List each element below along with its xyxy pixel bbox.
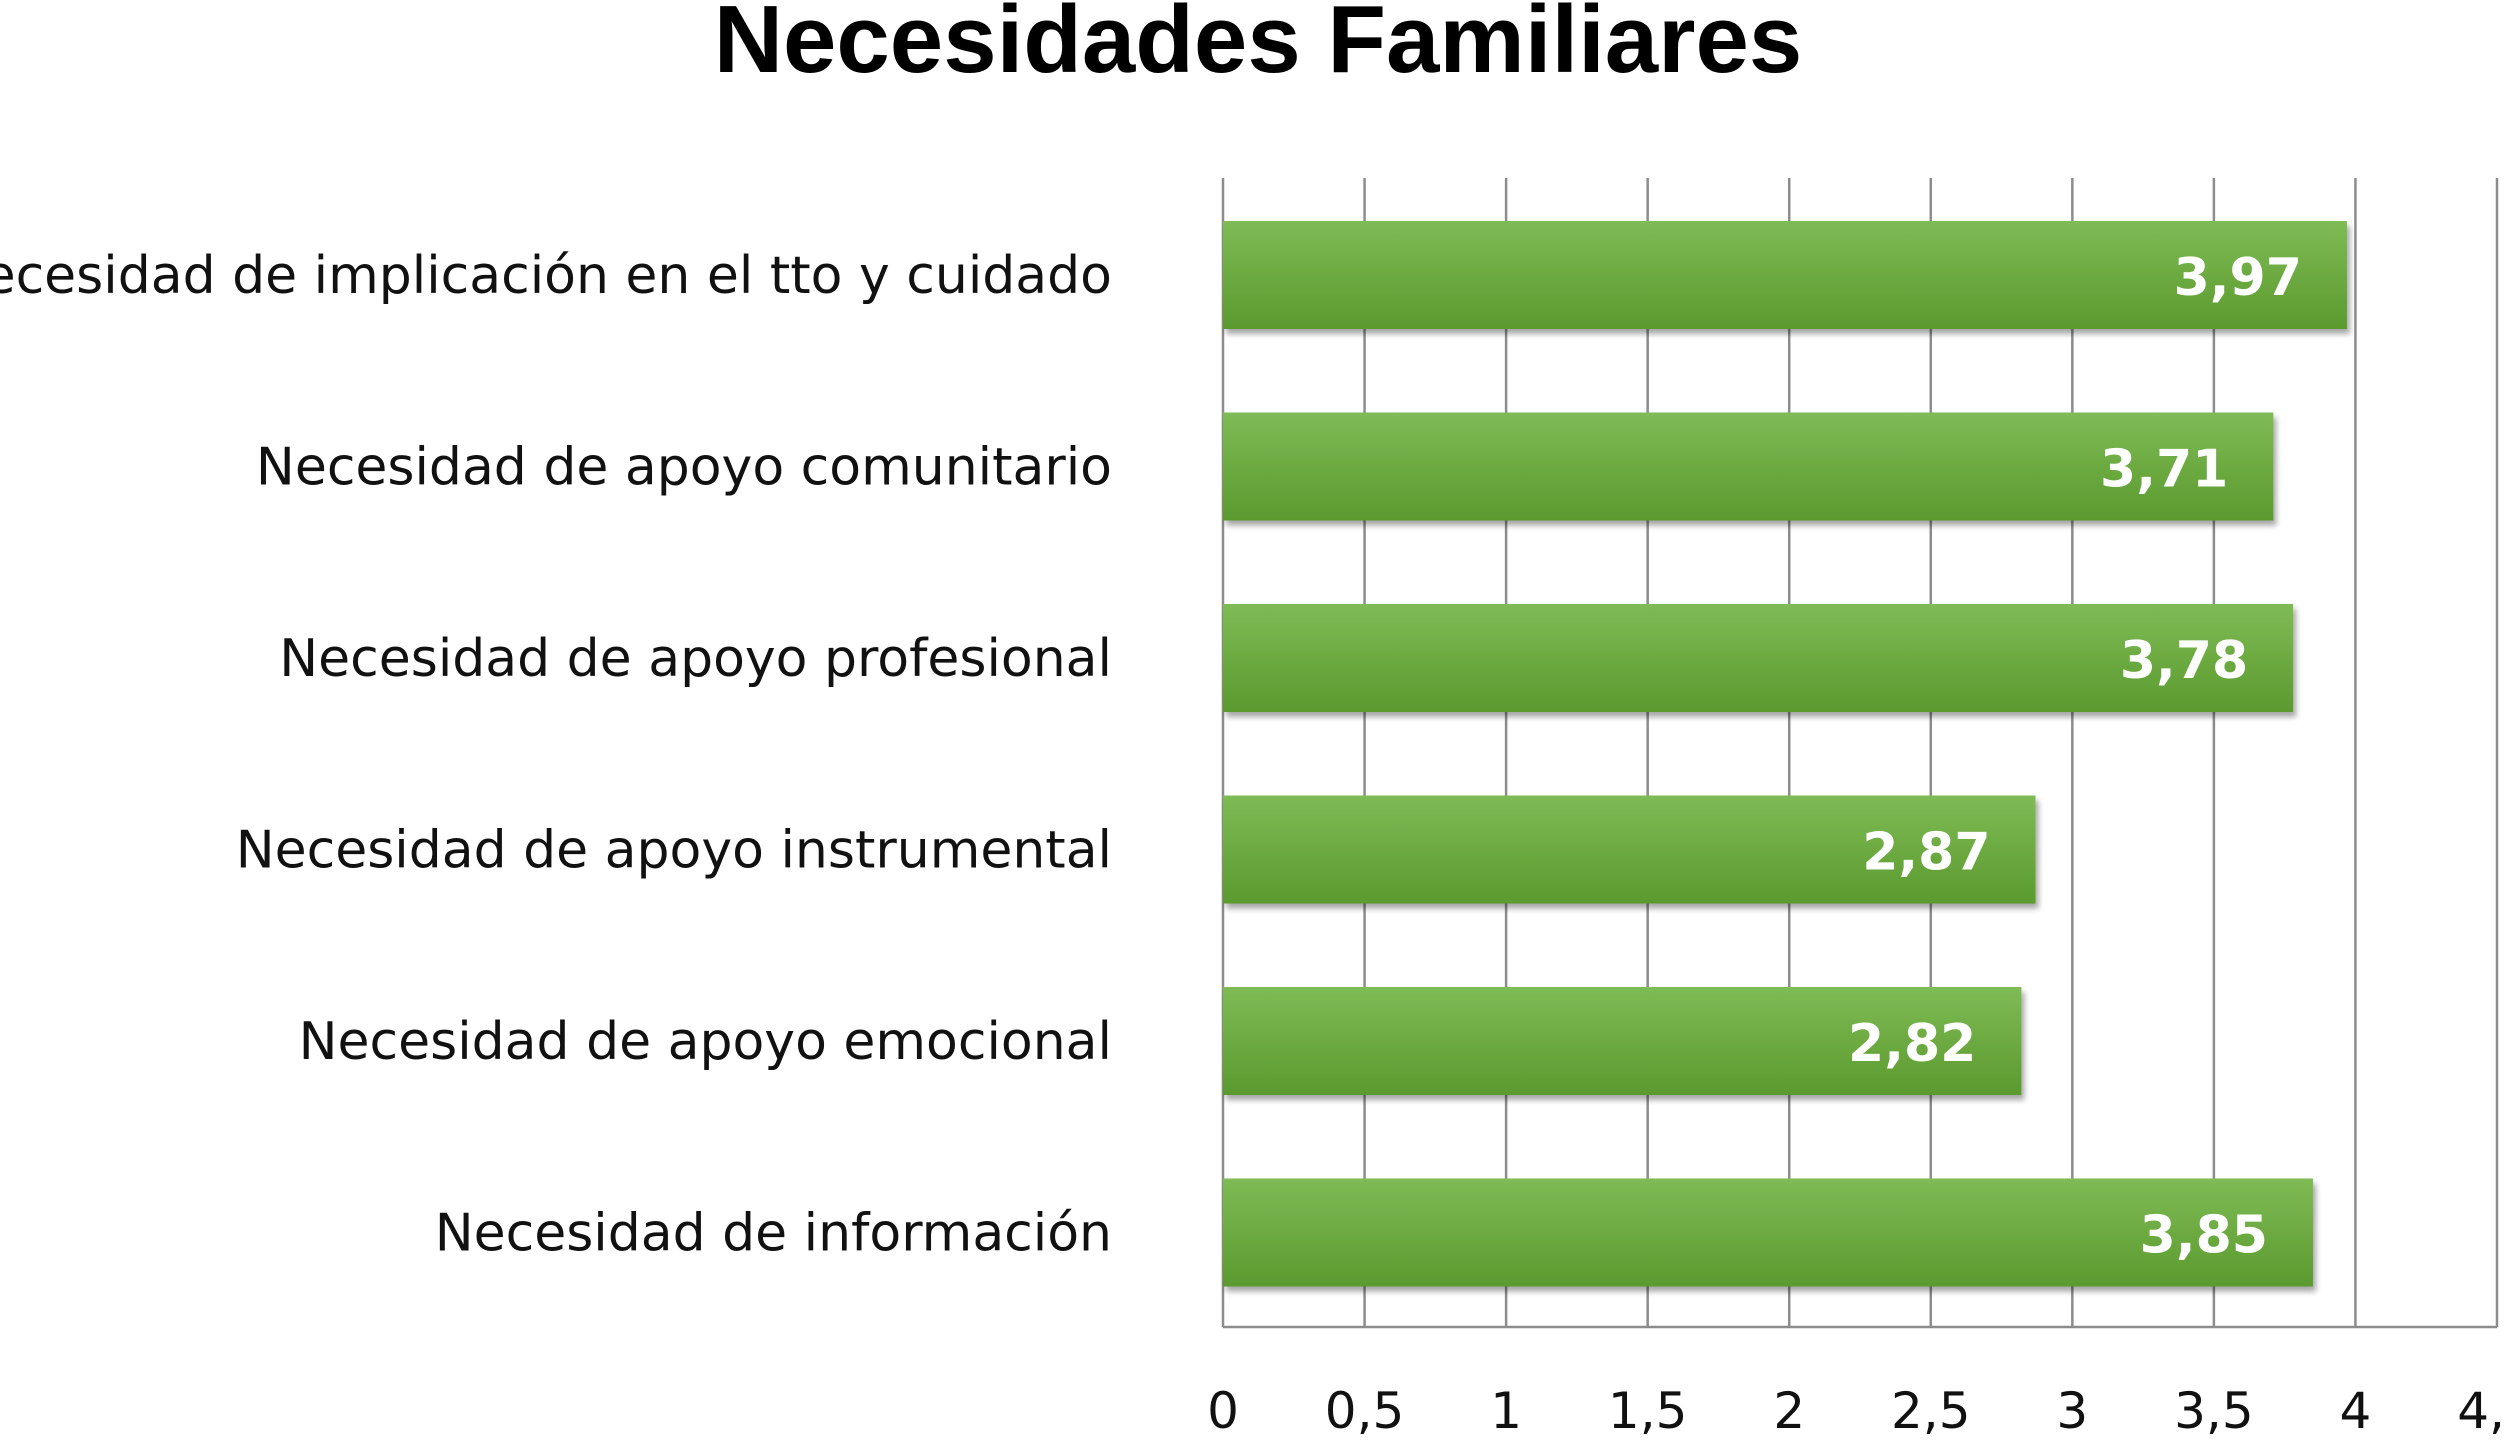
x-tick-label-4: 2 <box>1773 1382 1805 1440</box>
bar-3 <box>1223 795 2036 904</box>
category-label-4: Necesidad de apoyo emocional <box>299 1012 1112 1072</box>
bar-1 <box>1223 412 2274 521</box>
data-label-0: 3,97 <box>2174 248 2302 308</box>
x-tick-label-0: 0 <box>1207 1382 1239 1440</box>
x-axis-tick-labels: 0 0,5 1 1,5 2 2,5 3 3,5 4 4,5 <box>1207 1382 2508 1440</box>
gridlines <box>1221 178 2499 1329</box>
data-labels: 3,97 3,71 3,78 2,87 2,82 3,85 <box>1848 248 2302 1266</box>
x-tick-label-7: 3,5 <box>2174 1382 2254 1440</box>
category-label-5: Necesidad de información <box>435 1204 1112 1264</box>
data-label-2: 3,78 <box>2120 631 2248 691</box>
x-tick-label-5: 2,5 <box>1891 1382 1971 1440</box>
x-tick-label-2: 1 <box>1490 1382 1522 1440</box>
x-tick-label-3: 1,5 <box>1608 1382 1688 1440</box>
x-tick-label-9: 4,5 <box>2457 1382 2508 1440</box>
category-labels: Necesidad de implicación en el tto y cui… <box>0 246 1112 1264</box>
bar-2 <box>1223 604 2294 712</box>
x-tick-label-8: 4 <box>2340 1382 2372 1440</box>
bar-5 <box>1223 1178 2313 1287</box>
bar-4 <box>1223 987 2022 1095</box>
bar-0 <box>1223 221 2347 329</box>
category-label-2: Necesidad de apoyo profesional <box>279 629 1112 689</box>
data-label-4: 2,82 <box>1848 1014 1976 1074</box>
x-tick-label-6: 3 <box>2056 1382 2088 1440</box>
category-label-1: Necesidad de apoyo comunitario <box>256 438 1112 498</box>
data-label-5: 3,85 <box>2140 1206 2268 1266</box>
chart-title: Necesidades Familiares <box>714 0 1803 93</box>
data-label-1: 3,71 <box>2100 440 2228 500</box>
category-label-0: Necesidad de implicación en el tto y cui… <box>0 246 1112 306</box>
data-label-3: 2,87 <box>1862 823 1990 883</box>
x-tick-label-1: 0,5 <box>1325 1382 1405 1440</box>
category-label-3: Necesidad de apoyo instrumental <box>236 821 1112 881</box>
bars <box>1223 221 2347 1287</box>
